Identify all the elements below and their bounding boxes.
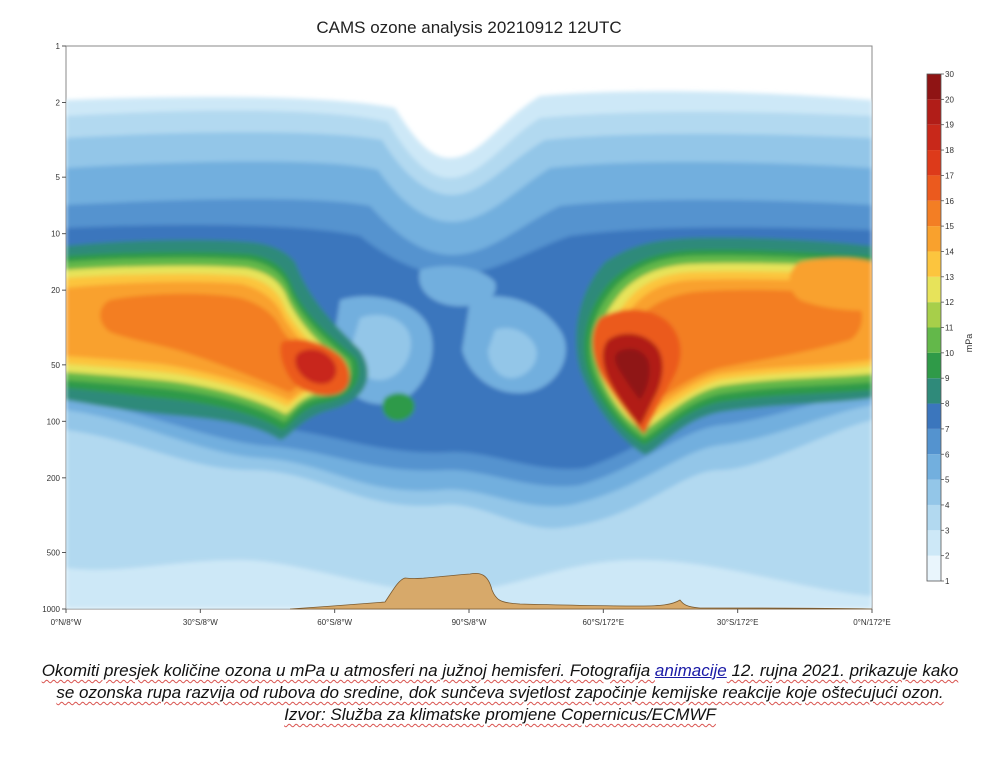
x-tick-label: 30°S/8°W xyxy=(183,618,218,627)
colorbar-swatch xyxy=(927,555,941,581)
colorbar-swatch xyxy=(927,504,941,531)
ozone-field xyxy=(66,91,872,609)
colorbar-tick-label: 14 xyxy=(945,247,954,256)
colorbar-swatch xyxy=(927,302,941,328)
colorbar-swatch xyxy=(927,251,941,277)
x-tick-label: 90°S/8°W xyxy=(452,618,487,627)
colorbar-swatch xyxy=(927,276,941,303)
contour-hole-b xyxy=(351,314,411,381)
contour-hole-e xyxy=(419,266,496,307)
caption-text-start: Okomiti presjek količine ozona u mPa u a… xyxy=(41,661,655,680)
y-tick-label: 1 xyxy=(56,42,61,51)
colorbar-tick-label: 4 xyxy=(945,501,950,510)
animation-link[interactable]: animacije xyxy=(654,661,727,680)
colorbar-tick-label: 6 xyxy=(945,450,950,459)
colorbar-swatch xyxy=(927,124,941,151)
colorbar-tick-label: 30 xyxy=(945,70,954,79)
colorbar-swatch xyxy=(927,454,941,480)
y-tick-label: 5 xyxy=(56,173,61,182)
colorbar-swatch xyxy=(927,378,941,404)
x-tick-label: 0°N/8°W xyxy=(51,618,82,627)
y-tick-label: 200 xyxy=(47,474,61,483)
colorbar-tick-label: 12 xyxy=(945,298,954,307)
colorbar-swatch xyxy=(927,327,941,353)
colorbar-tick-label: 10 xyxy=(945,349,954,358)
colorbar-swatch xyxy=(927,226,941,252)
y-tick-label: 100 xyxy=(47,417,61,426)
colorbar-swatch xyxy=(927,479,941,505)
colorbar-tick-label: 19 xyxy=(945,121,954,130)
y-tick-label: 50 xyxy=(51,361,60,370)
colorbar-swatch xyxy=(927,530,941,556)
colorbar-tick-label: 11 xyxy=(945,324,954,333)
colorbar-swatch xyxy=(927,99,941,125)
colorbar-tick-label: 9 xyxy=(945,374,950,383)
colorbar-tick-label: 3 xyxy=(945,526,950,535)
colorbar-tick-label: 8 xyxy=(945,400,950,409)
contour-hole-d xyxy=(488,328,537,379)
contour-level-19-left xyxy=(295,349,337,384)
y-tick-label: 10 xyxy=(51,230,60,239)
chart-title: CAMS ozone analysis 20210912 12UTC xyxy=(316,18,621,37)
contour-blob-middle xyxy=(382,393,415,421)
contour-level-30-right xyxy=(615,348,650,400)
figure-caption: Okomiti presjek količine ozona u mPa u a… xyxy=(40,660,960,726)
colorbar-tick-label: 13 xyxy=(945,273,954,282)
colorbar-swatch xyxy=(927,403,941,429)
y-tick-label: 20 xyxy=(51,286,60,295)
y-tick-label: 500 xyxy=(47,549,61,558)
colorbar-swatch xyxy=(927,74,941,100)
colorbar-tick-label: 15 xyxy=(945,222,954,231)
colorbar-swatch xyxy=(927,200,941,227)
colorbar-tick-label: 2 xyxy=(945,552,950,561)
x-tick-label: 30°S/172°E xyxy=(717,618,759,627)
contour-level-15-upper-right xyxy=(789,258,872,311)
contour-level-16-right xyxy=(616,289,862,410)
colorbar-tick-label: 5 xyxy=(945,476,950,485)
colorbar-tick-label: 17 xyxy=(945,171,954,180)
x-tick-label: 0°N/172°E xyxy=(853,618,891,627)
colorbar-tick-label: 16 xyxy=(945,197,954,206)
colorbar-tick-label: 18 xyxy=(945,146,954,155)
x-axis: 0°N/8°W 30°S/8°W 60°S/8°W 90°S/8°W 60°S/172°… xyxy=(51,609,891,627)
y-axis: 1 2 5 10 20 50 100 200 500 1000 xyxy=(42,42,66,614)
contour-level-16-left xyxy=(100,293,324,393)
y-tick-label: 2 xyxy=(56,98,61,107)
terrain-fill xyxy=(289,573,873,610)
colorbar-swatch xyxy=(927,175,941,201)
y-tick-label: 1000 xyxy=(42,605,60,614)
x-tick-label: 60°S/8°W xyxy=(317,618,352,627)
caption-text-end: 12. rujna 2021. prikazuje kako se ozonsk… xyxy=(56,661,959,724)
ozone-cross-section-chart: CAMS ozone analysis 20210912 12UTC xyxy=(42,18,974,627)
colorbar-swatch xyxy=(927,150,941,176)
x-tick-label: 60°S/172°E xyxy=(583,618,625,627)
colorbar-unit-label: mPa xyxy=(964,334,974,353)
colorbar-swatch xyxy=(927,428,941,455)
colorbar-tick-label: 7 xyxy=(945,425,950,434)
colorbar-tick-label: 20 xyxy=(945,95,954,104)
colorbar-tick-label: 1 xyxy=(945,577,950,586)
colorbar-swatch xyxy=(927,352,941,379)
